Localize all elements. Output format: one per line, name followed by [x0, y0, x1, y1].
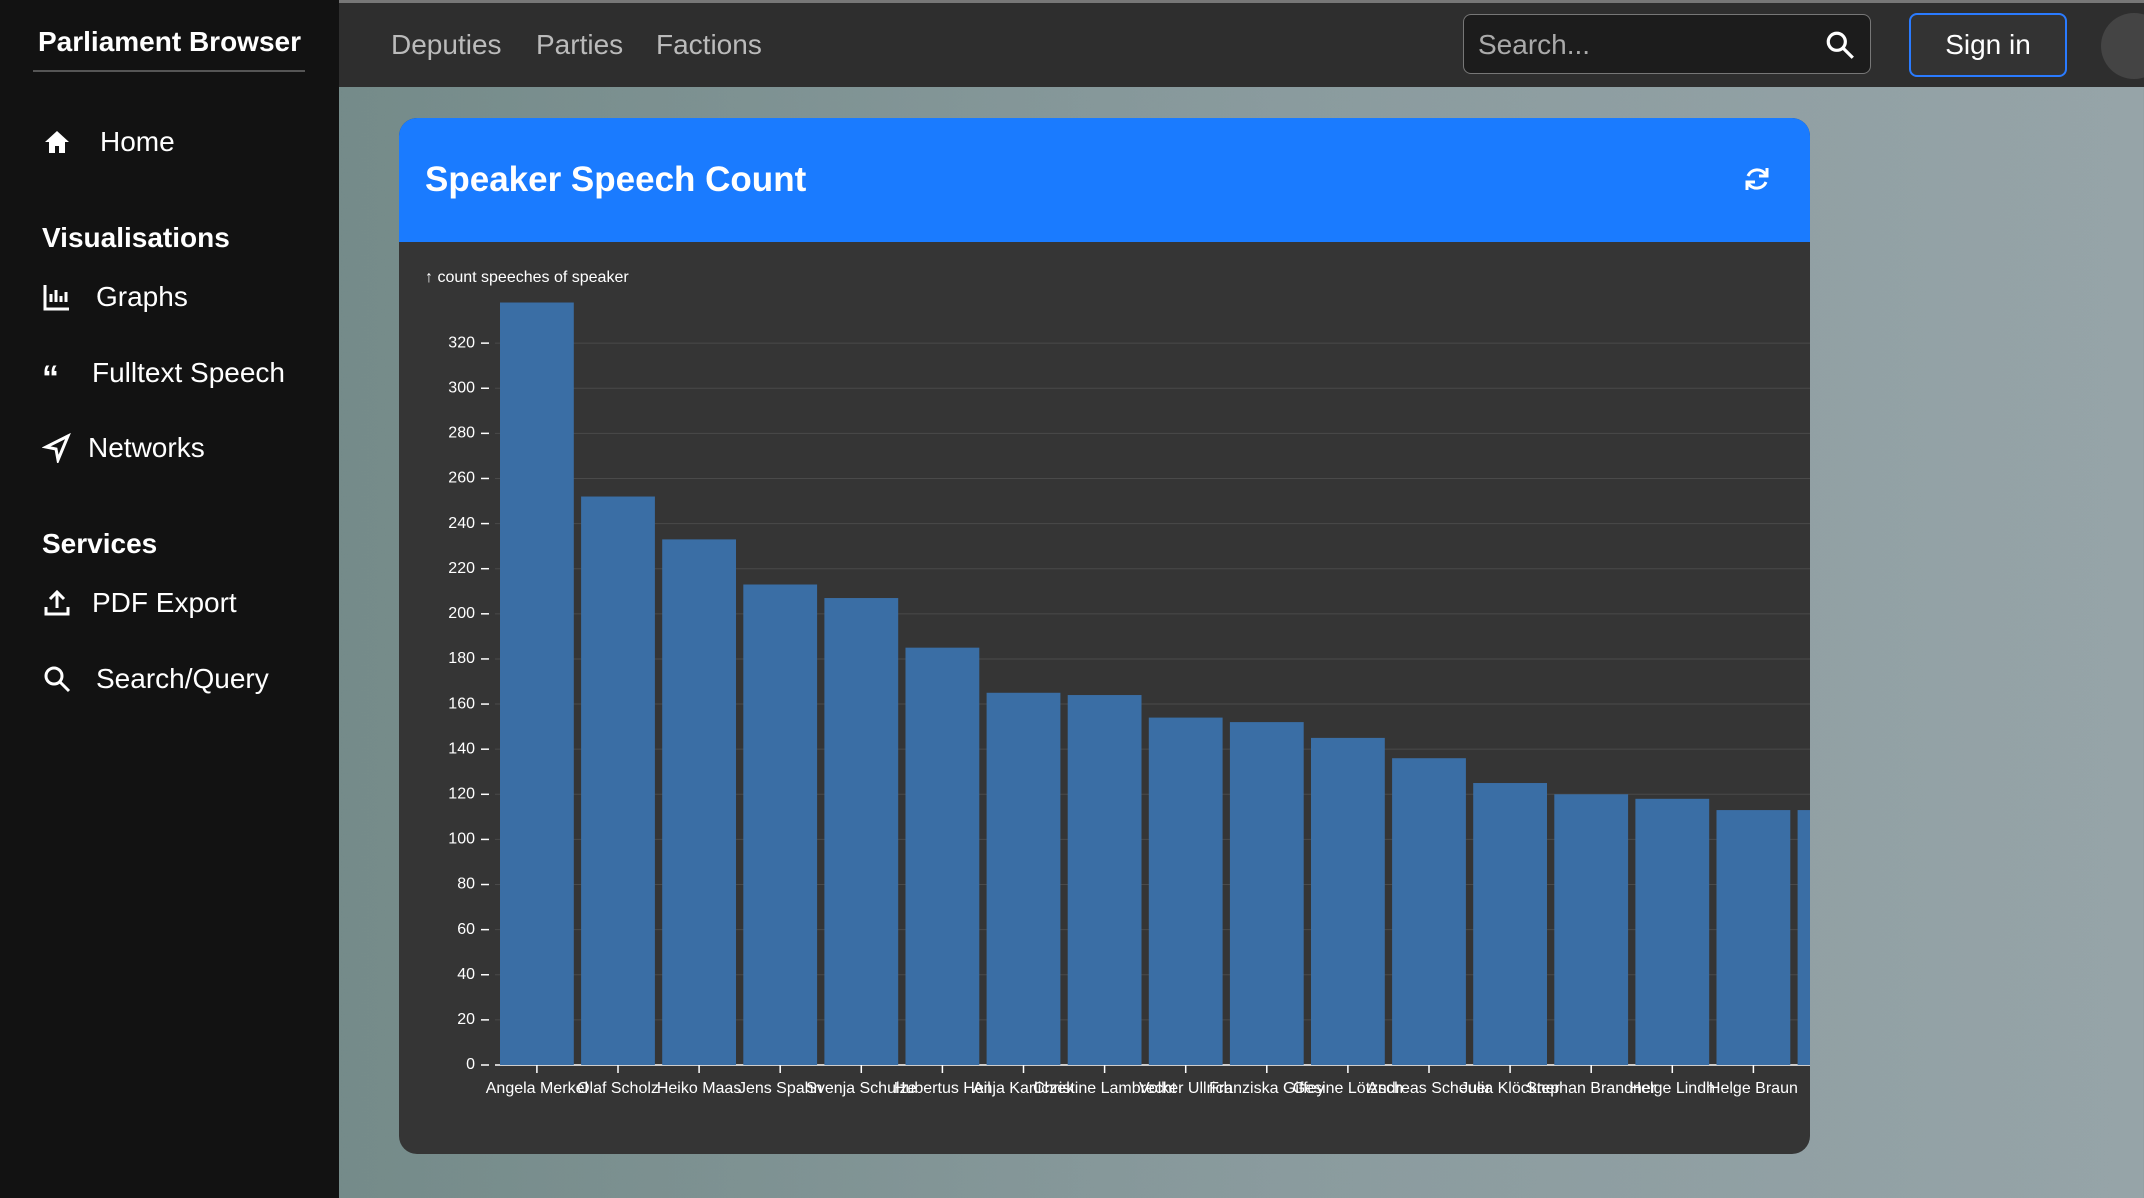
- sidebar: Parliament Browser Home Visualisations G…: [0, 0, 339, 1198]
- y-tick-label: 20: [457, 1011, 475, 1028]
- x-tick-label: Anja Karliczek: [973, 1080, 1075, 1097]
- chart: ↑ count speeches of speaker 0 20 40 60 80 100…: [425, 269, 1810, 1097]
- y-tick-label: 240: [448, 515, 475, 532]
- x-tick-label: Heiko Maas: [657, 1080, 741, 1097]
- y-tick-label: 120: [448, 786, 475, 803]
- divider: [33, 70, 305, 72]
- x-tick-label: Christine Lambrecht: [1033, 1080, 1177, 1097]
- nav-item[interactable]: Networks: [88, 432, 205, 463]
- x-tick-label: Stephan Brandner: [1526, 1080, 1657, 1097]
- refresh-icon[interactable]: [1742, 164, 1772, 194]
- y-tick-label: 100: [448, 831, 475, 848]
- chart-card: Speaker Speech Count ↑ count speeches of…: [399, 118, 1810, 1154]
- x-tick-label: Angela Merkel: [486, 1080, 588, 1097]
- nav-home[interactable]: Home: [100, 126, 175, 157]
- y-tick-label: 80: [457, 876, 475, 893]
- x-tick-label: Julia Klöckner: [1460, 1080, 1560, 1097]
- bar: [743, 584, 818, 1065]
- bar: [1473, 783, 1547, 1065]
- brand[interactable]: Parliament Browser: [38, 26, 301, 57]
- top-link[interactable]: Parties: [536, 29, 624, 60]
- x-tick-label: Hubertus Heil: [894, 1080, 991, 1097]
- top-link[interactable]: Deputies: [391, 29, 502, 60]
- bar: [905, 647, 980, 1065]
- export-icon: [44, 589, 70, 616]
- avatar[interactable]: [2101, 13, 2144, 79]
- sign-in-button[interactable]: Sign in: [1909, 13, 2067, 77]
- x-tick-label: Helge Braun: [1709, 1080, 1798, 1097]
- y-tick-label: 40: [457, 966, 475, 983]
- y-tick-label: 60: [457, 921, 475, 938]
- y-tick-label: 180: [448, 650, 475, 667]
- search-icon: [1826, 31, 1854, 59]
- nav-item[interactable]: Fulltext Speech: [92, 357, 285, 388]
- x-tick-label: Franziska Giffey: [1209, 1080, 1324, 1097]
- quote-icon: “: [42, 359, 59, 388]
- bar: [1797, 810, 1810, 1065]
- top-bar: Deputies Parties Factions Search... Sign…: [339, 0, 2144, 87]
- search-box[interactable]: Search...: [1463, 14, 1871, 74]
- y-tick-label: 160: [448, 695, 475, 712]
- top-link[interactable]: Factions: [656, 29, 762, 60]
- chart-title: Speaker Speech Count: [425, 160, 807, 199]
- bar: [500, 302, 574, 1065]
- graph-icon: [43, 285, 69, 311]
- bar: [986, 692, 1061, 1065]
- bar: [1635, 798, 1710, 1065]
- x-tick-label: Volker Ullrich: [1139, 1080, 1232, 1097]
- network-icon: [42, 433, 71, 463]
- y-tick-label: 260: [448, 470, 475, 487]
- x-tick-label: Andreas Scheuer: [1367, 1080, 1491, 1097]
- x-tick-label: Jens Spahn: [738, 1080, 823, 1097]
- bar: [824, 598, 899, 1065]
- search-icon: [44, 666, 71, 693]
- y-tick-label: 320: [448, 334, 475, 351]
- y-tick-label: 300: [448, 379, 475, 396]
- bar: [1311, 737, 1385, 1065]
- x-tick-label: Olaf Scholz: [577, 1080, 659, 1097]
- y-tick-label: 140: [448, 740, 475, 757]
- bar: [1554, 794, 1629, 1065]
- bar: [1392, 758, 1466, 1065]
- home-icon: [45, 131, 69, 153]
- nav-item[interactable]: PDF Export: [92, 587, 237, 618]
- bar: [1229, 722, 1304, 1065]
- y-tick-label: 200: [448, 605, 475, 622]
- section-heading: Visualisations: [42, 222, 230, 253]
- card-header: Speaker Speech Count: [399, 118, 1810, 242]
- bar: [1067, 695, 1142, 1065]
- y-tick-label: 0: [466, 1056, 475, 1073]
- svg-text:“: “: [42, 359, 59, 388]
- x-tick-label: Svenja Schulze: [806, 1080, 916, 1097]
- nav-item[interactable]: Search/Query: [96, 663, 269, 694]
- section-heading: Services: [42, 528, 158, 559]
- bar: [662, 539, 736, 1065]
- nav-item[interactable]: Graphs: [96, 281, 188, 312]
- y-axis-label: ↑ count speeches of speaker: [425, 269, 629, 286]
- y-tick-label: 220: [448, 560, 475, 577]
- x-tick-label: Gesine Lötzsch: [1293, 1080, 1403, 1097]
- y-tick-label: 280: [448, 425, 475, 442]
- bar: [1716, 810, 1791, 1065]
- x-tick-label: Helge Lindh: [1630, 1080, 1715, 1097]
- placeholder: Search...: [1478, 29, 1591, 60]
- bar: [581, 496, 655, 1065]
- bar: [1148, 717, 1223, 1065]
